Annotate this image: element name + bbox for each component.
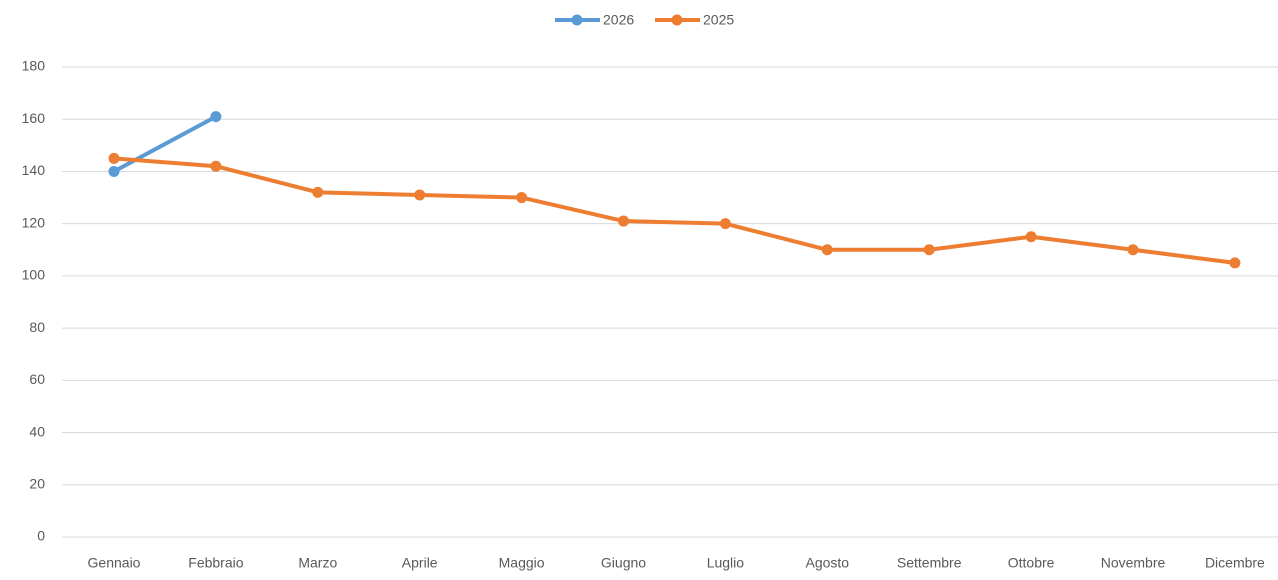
y-tick-label: 80	[29, 319, 45, 335]
x-tick-label: Febbraio	[188, 555, 243, 571]
point-marker	[1127, 244, 1139, 256]
point-marker	[1025, 231, 1037, 243]
point-marker	[108, 165, 120, 177]
x-tick-label: Dicembre	[1205, 555, 1265, 571]
point-marker	[210, 111, 222, 123]
y-tick-label: 40	[29, 423, 45, 439]
legend-label: 2026	[603, 12, 634, 28]
series-line	[113, 156, 1236, 265]
point-marker	[516, 192, 528, 204]
point-marker	[312, 186, 324, 198]
y-tick-label: 160	[22, 110, 46, 126]
x-tick-label: Ottobre	[1008, 555, 1055, 571]
point-marker	[821, 244, 833, 256]
x-tick-label: Novembre	[1101, 555, 1166, 571]
y-tick-label: 140	[22, 162, 46, 178]
point-marker	[414, 189, 426, 201]
point-marker	[210, 160, 222, 172]
x-tick-label: Maggio	[499, 555, 545, 571]
point-marker	[719, 218, 731, 230]
y-tick-label: 100	[22, 267, 46, 283]
x-tick-label: Gennaio	[88, 555, 141, 571]
point-marker	[923, 244, 935, 256]
series-line	[113, 114, 217, 174]
point-marker	[1229, 257, 1241, 269]
x-tick-label: Giugno	[601, 555, 646, 571]
y-tick-label: 0	[37, 528, 45, 544]
legend-label: 2025	[703, 12, 734, 28]
y-tick-label: 60	[29, 371, 45, 387]
legend-marker	[671, 14, 683, 26]
x-tick-label: Marzo	[298, 555, 337, 571]
x-tick-label: Settembre	[897, 555, 962, 571]
y-tick-label: 20	[29, 475, 45, 491]
point-marker	[108, 152, 120, 164]
legend-marker	[571, 14, 583, 26]
x-tick-label: Aprile	[402, 555, 438, 571]
x-tick-label: Agosto	[806, 555, 850, 571]
y-tick-label: 120	[22, 214, 46, 230]
point-marker	[618, 215, 629, 227]
y-tick-label: 180	[22, 58, 46, 74]
x-tick-label: Luglio	[707, 555, 745, 571]
